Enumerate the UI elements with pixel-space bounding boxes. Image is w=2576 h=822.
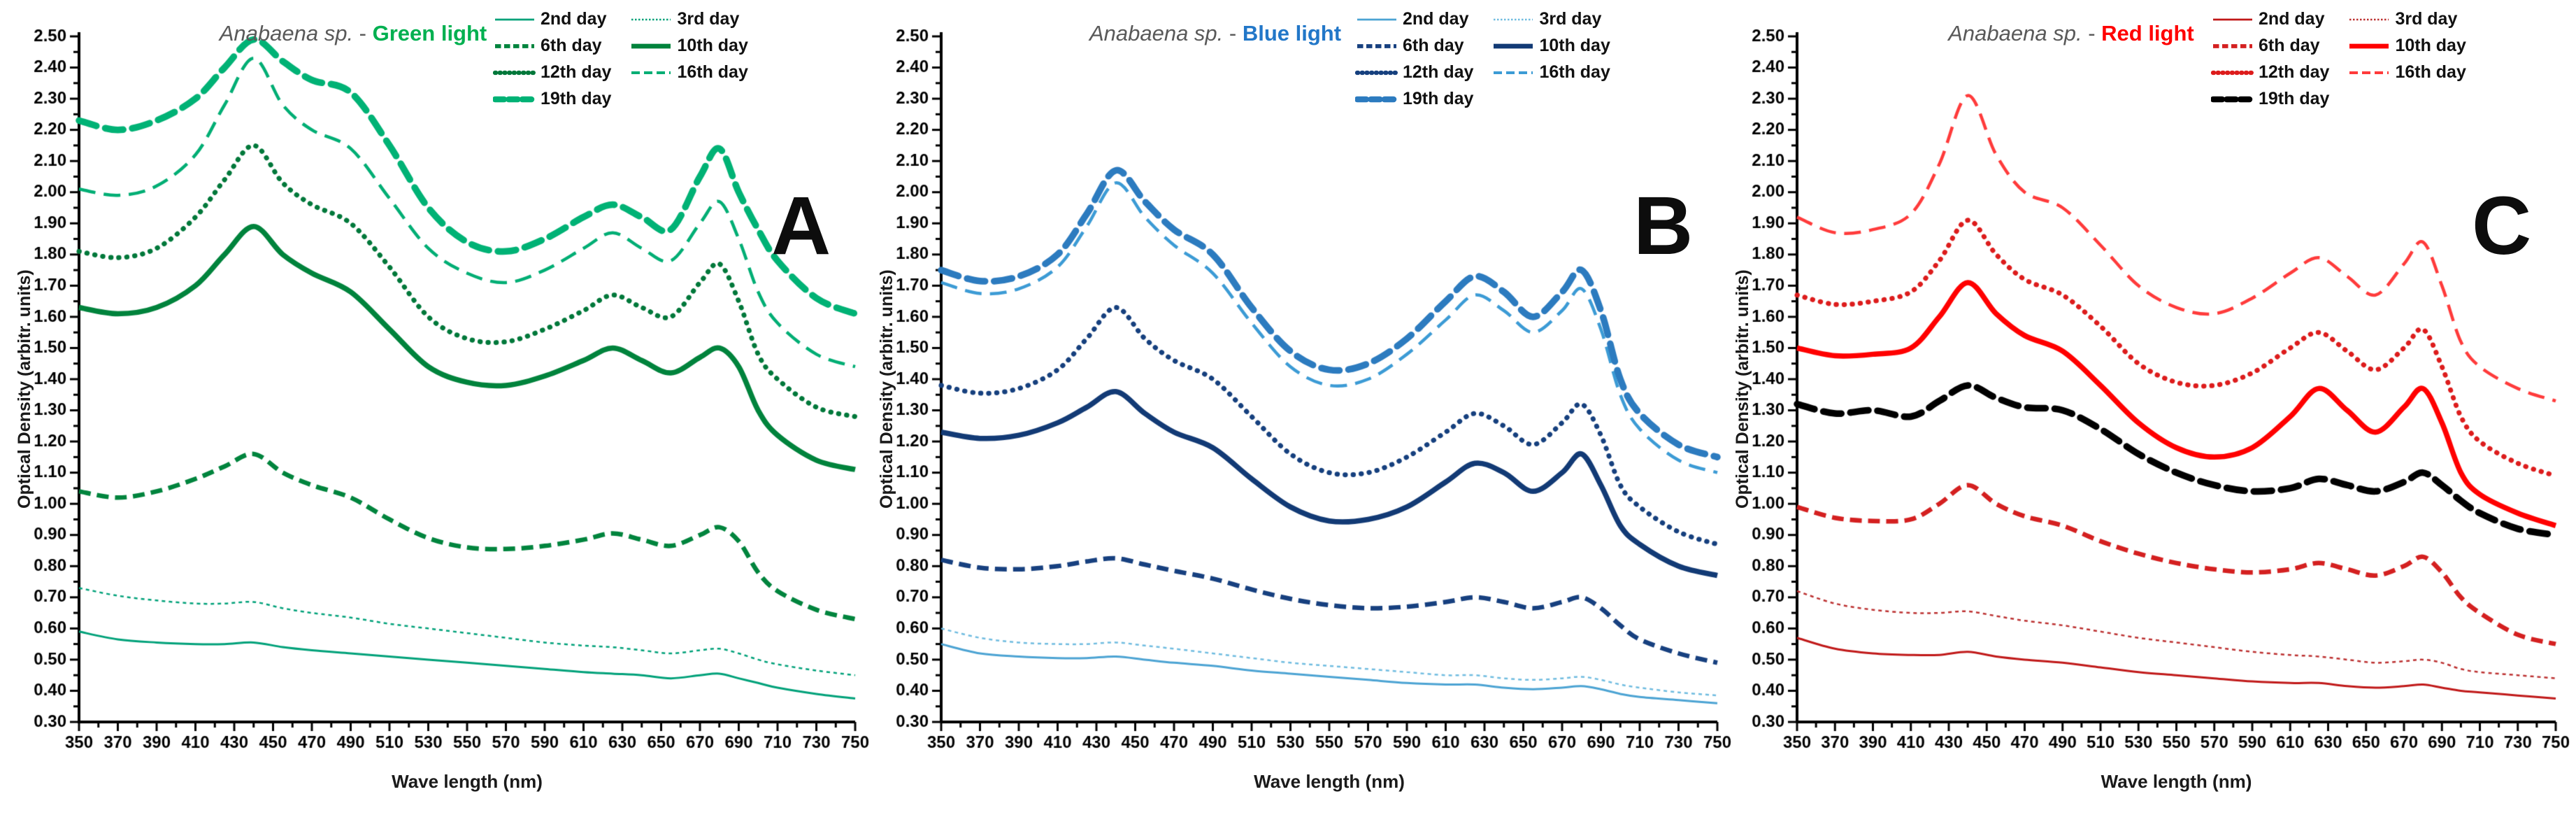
legend-label: 2nd day [541,9,607,29]
legend-item-6th-day: 6th day [1355,35,1473,57]
legend-label: 16th day [2395,62,2466,82]
y-axis-label-red: Optical Density (arbitr. units) [1733,269,1752,509]
legend-item-16th-day: 16th day [629,62,748,83]
legend-item-16th-day: 16th day [1491,62,1610,83]
title-separator: - [2082,21,2102,45]
legend-line-sample-icon [2213,18,2252,20]
y-axis-label-green: Optical Density (arbitr. units) [15,269,34,509]
legend-green: 2nd day 6th day 12th day 19th day 3rd day 10t… [493,8,748,110]
legend-line-sample-icon [2349,43,2389,48]
panel-letter-a: A [771,180,831,272]
legend-line-sample-icon [493,96,536,102]
x-axis-label-green: Wave length (nm) [392,771,543,792]
legend-line-sample-icon [631,18,671,20]
legend-item-19th-day: 19th day [1355,88,1473,110]
legend-item-19th-day: 19th day [493,88,611,110]
legend-line-sample-icon [1357,18,1396,20]
legend-label: 6th day [541,36,602,55]
legend-label: 10th day [677,36,748,55]
legend-item-2nd-day: 2nd day [493,8,611,30]
legend-label: 6th day [1403,36,1464,55]
legend-item-6th-day: 6th day [2211,35,2329,57]
panel-title-green: Anabaena sp. - Green light [220,21,487,46]
legend-line-sample-icon [1494,43,1533,48]
light-condition-blue: Blue light [1242,21,1342,45]
species-name: Anabaena sp. [1948,21,2082,45]
legend-line-sample-icon [631,71,671,74]
legend-label: 2nd day [1403,9,1469,29]
legend-line-sample-icon [2349,18,2389,20]
species-name: Anabaena sp. [1089,21,1224,45]
legend-line-sample-icon [2211,70,2254,75]
legend-label: 3rd day [2395,9,2458,29]
light-condition-green: Green light [372,21,487,45]
y-axis-label-blue: Optical Density (arbitr. units) [877,269,896,509]
legend-label: 2nd day [2259,9,2325,29]
legend-item-12th-day: 12th day [1355,62,1473,83]
legend-item-3rd-day: 3rd day [1491,8,1610,30]
legend-line-sample-icon [2213,43,2252,48]
legend-item-16th-day: 16th day [2347,62,2466,83]
legend-label: 3rd day [1539,9,1602,29]
legend-label: 16th day [677,62,748,82]
panel-letter-b: B [1633,180,1694,272]
legend-label: 19th day [1403,89,1474,108]
legend-column-2: 3rd day 10th day 16th day [1491,8,1610,110]
legend-label: 12th day [2259,62,2330,82]
legend-item-10th-day: 10th day [2347,35,2466,57]
legend-line-sample-icon [493,70,536,75]
legend-item-12th-day: 12th day [2211,62,2329,83]
legend-label: 10th day [1539,36,1610,55]
legend-line-sample-icon [495,18,534,20]
legend-label: 19th day [2259,89,2330,108]
legend-item-10th-day: 10th day [1491,35,1610,57]
legend-column-2: 3rd day 10th day 16th day [2347,8,2466,110]
legend-line-sample-icon [1355,70,1398,75]
legend-line-sample-icon [1494,18,1533,20]
legend-label: 10th day [2395,36,2466,55]
x-axis-label-blue: Wave length (nm) [1254,771,1405,792]
legend-label: 3rd day [677,9,740,29]
legend-label: 6th day [2259,36,2320,55]
legend-column-1: 2nd day 6th day 12th day 19th day [2211,8,2329,110]
legend-column-2: 3rd day 10th day 16th day [629,8,748,110]
legend-item-12th-day: 12th day [493,62,611,83]
species-name: Anabaena sp. [219,21,354,45]
panel-letter-c: C [2472,180,2532,272]
legend-item-2nd-day: 2nd day [2211,8,2329,30]
legend-item-10th-day: 10th day [629,35,748,57]
legend-line-sample-icon [1494,71,1533,74]
legend-blue: 2nd day 6th day 12th day 19th day 3rd day 10t… [1355,8,1610,110]
legend-line-sample-icon [495,43,534,48]
legend-line-sample-icon [2349,71,2389,74]
legend-line-sample-icon [2211,96,2254,102]
legend-item-3rd-day: 3rd day [2347,8,2466,30]
legend-red: 2nd day 6th day 12th day 19th day 3rd day 10t… [2211,8,2466,110]
legend-label: 19th day [541,89,612,108]
title-separator: - [1223,21,1243,45]
light-condition-red: Red light [2101,21,2194,45]
legend-item-19th-day: 19th day [2211,88,2329,110]
legend-line-sample-icon [1357,43,1396,48]
legend-item-3rd-day: 3rd day [629,8,747,30]
legend-line-sample-icon [631,43,671,48]
title-separator: - [353,21,373,45]
legend-line-sample-icon [1355,96,1398,102]
legend-label: 12th day [541,62,612,82]
x-axis-label-red: Wave length (nm) [2101,771,2252,792]
legend-label: 12th day [1403,62,1474,82]
legend-item-2nd-day: 2nd day [1355,8,1473,30]
legend-column-1: 2nd day 6th day 12th day 19th day [1355,8,1473,110]
panel-title-blue: Anabaena sp. - Blue light [1089,21,1341,46]
legend-column-1: 2nd day 6th day 12th day 19th day [493,8,611,110]
legend-label: 16th day [1539,62,1610,82]
panel-title-red: Anabaena sp. - Red light [1948,21,2194,46]
legend-item-6th-day: 6th day [493,35,611,57]
